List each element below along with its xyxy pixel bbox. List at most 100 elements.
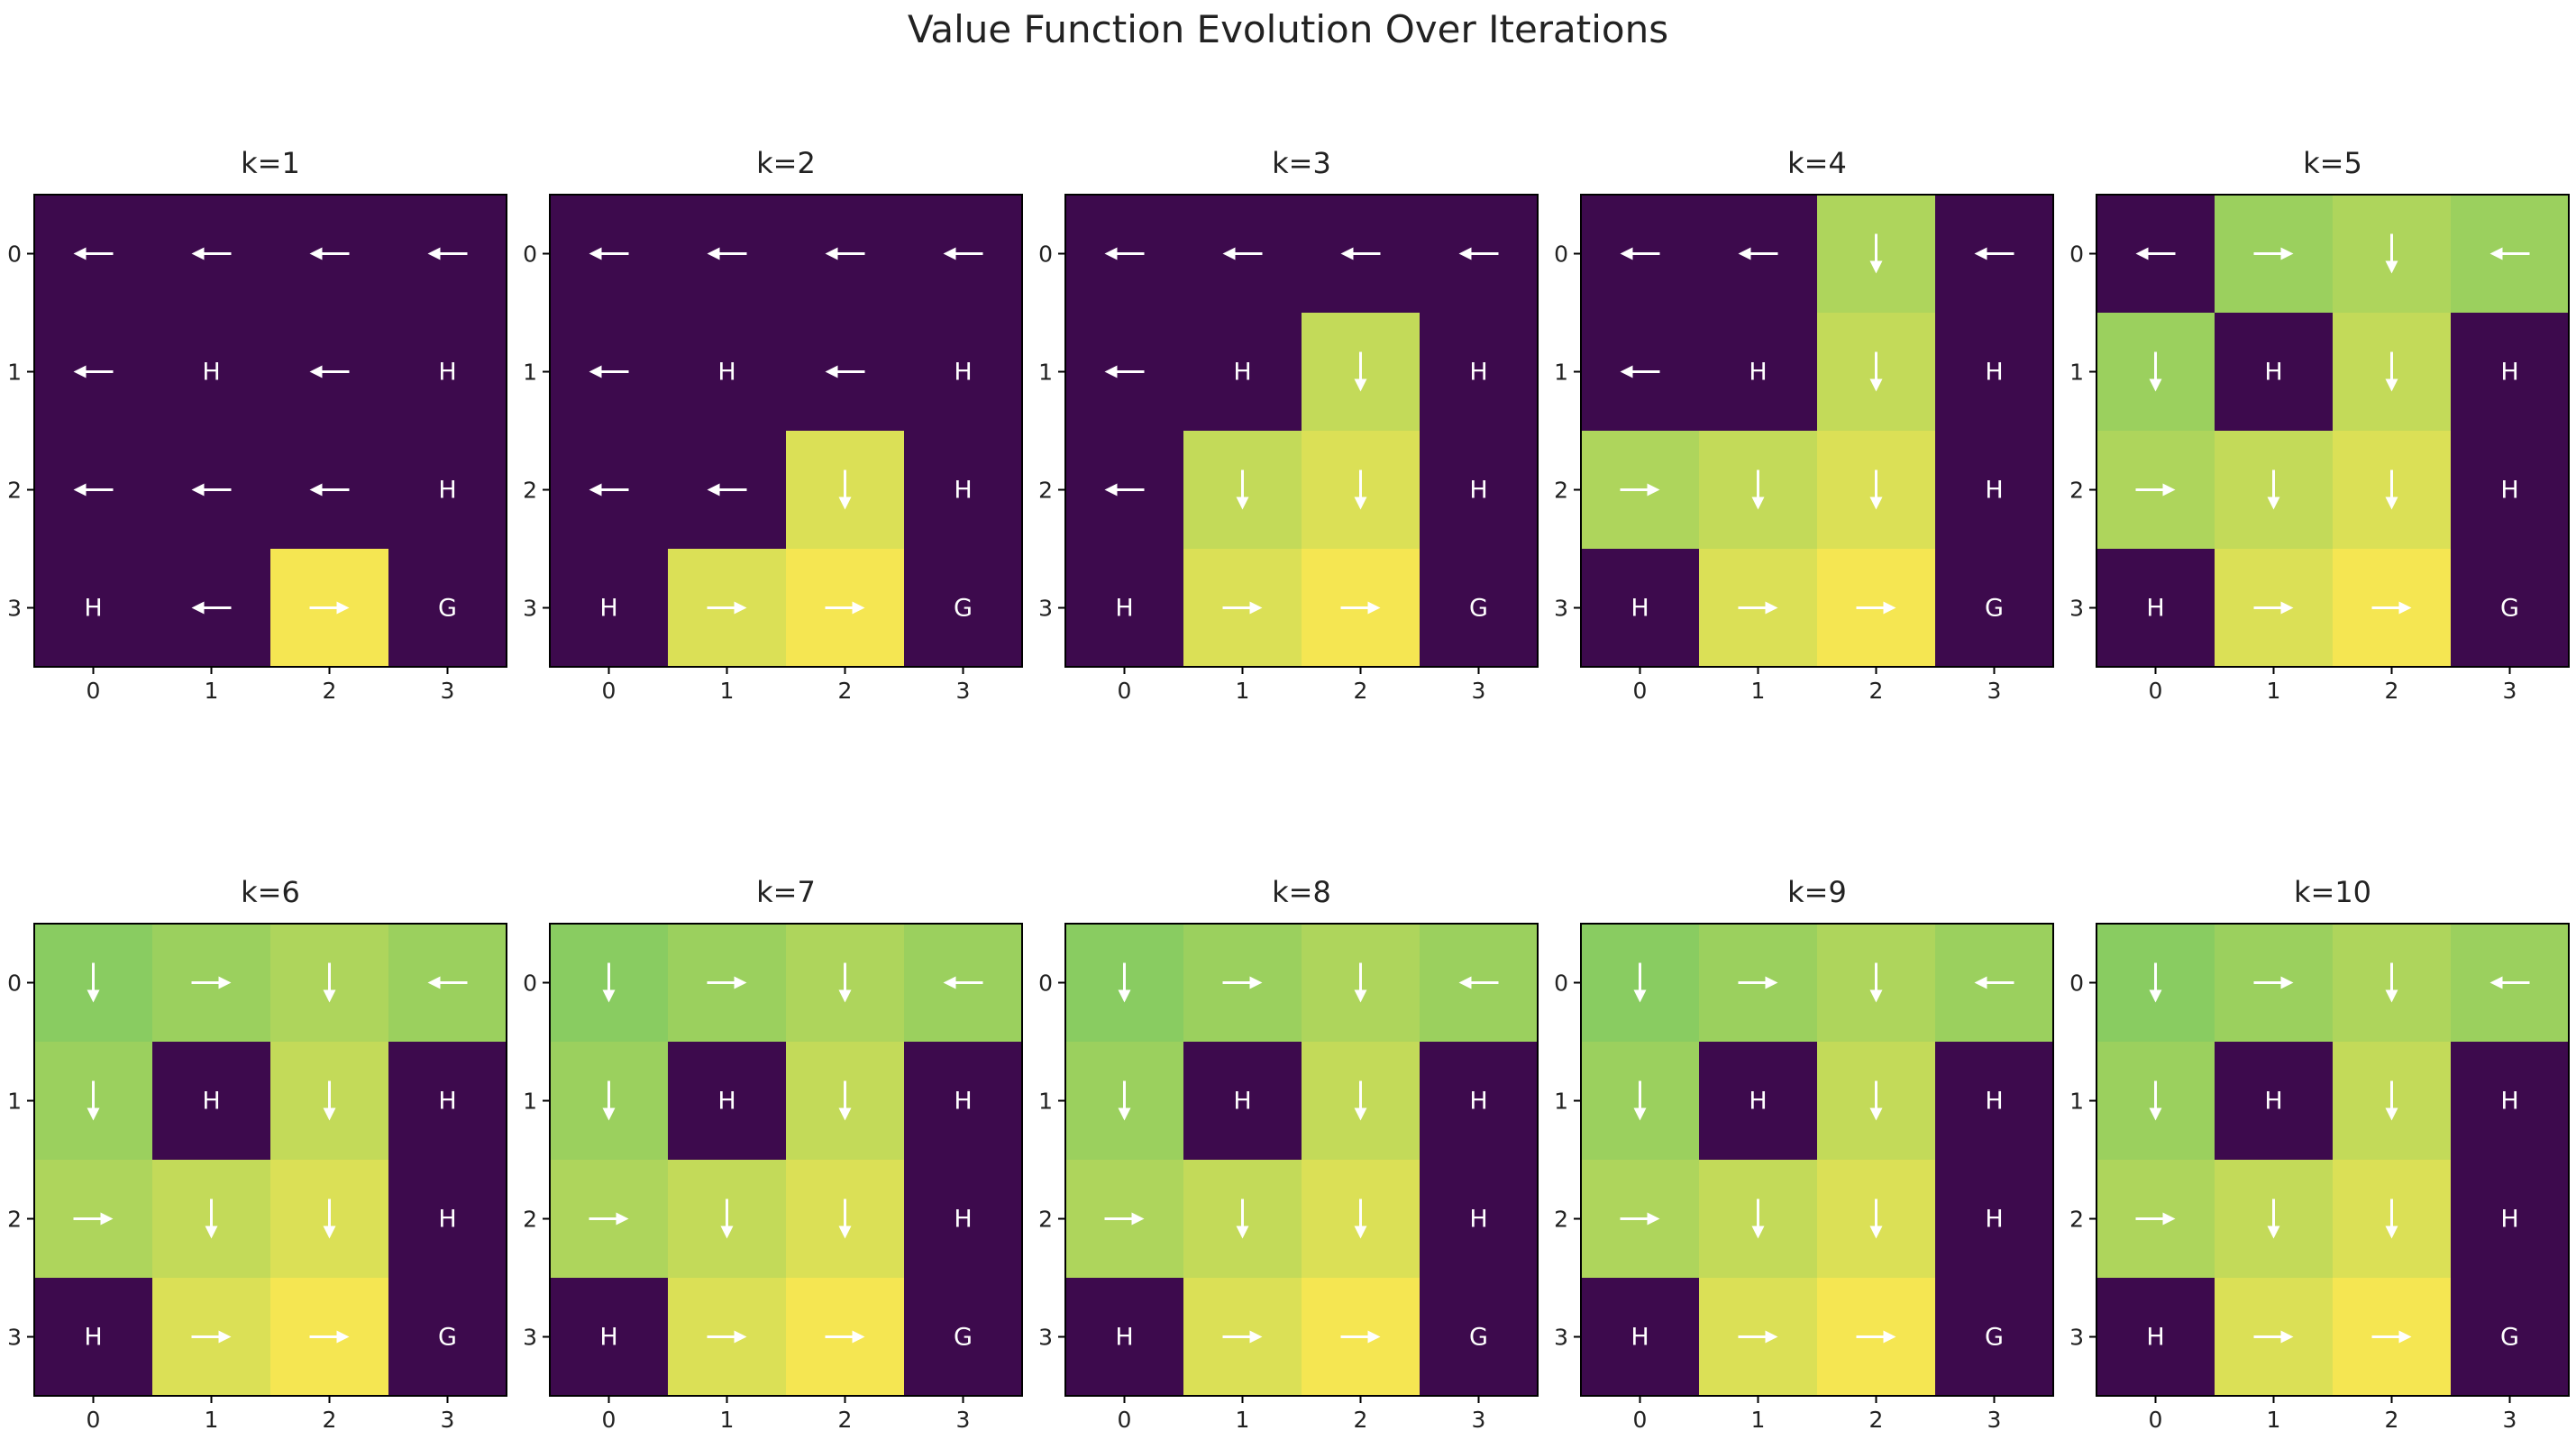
heatmap-panel: k=7 H H H H G 0 0 1 1 2 2 3 3 [523, 875, 1023, 1433]
policy-arrow [1104, 1212, 1145, 1226]
heatmap-cell [1420, 1042, 1539, 1161]
heatmap-cell [1420, 313, 1539, 432]
policy-arrow [589, 1212, 629, 1226]
heatmap-cell [904, 549, 1023, 668]
policy-arrow [191, 247, 232, 260]
policy-arrow [191, 1330, 232, 1344]
y-tick-label: 0 [1038, 971, 1053, 997]
x-tick-label: 1 [1236, 678, 1250, 704]
hole-label: H [1985, 1206, 2003, 1234]
y-tick-label: 2 [523, 478, 537, 504]
goal-label: G [2500, 595, 2519, 623]
heatmap-cell [1420, 1160, 1539, 1279]
policy-arrow [1869, 1198, 1883, 1239]
heatmap-panel: k=10 H H H H G 0 0 1 1 2 2 3 3 [2069, 875, 2570, 1433]
heatmap-cell [1935, 1042, 2054, 1161]
x-tick-label: 0 [87, 1407, 101, 1433]
panel-title: k=5 [2303, 146, 2362, 180]
panel-title: k=8 [1272, 875, 1331, 909]
x-tick-label: 2 [1869, 1407, 1884, 1433]
x-tick-label: 3 [956, 1407, 971, 1433]
panel-frame [2096, 194, 2570, 668]
heatmap-cell [388, 549, 507, 668]
hole-label: H [438, 1206, 456, 1234]
heatmap-cell [388, 1160, 507, 1279]
policy-arrow [73, 483, 114, 497]
policy-arrow [1340, 1330, 1381, 1344]
heatmap-cell [2215, 313, 2334, 432]
hole-label: H [2500, 477, 2518, 505]
policy-arrow [2385, 1080, 2398, 1121]
y-tick-label: 2 [1038, 478, 1053, 504]
policy-arrow [73, 365, 114, 378]
y-tick-label: 0 [1554, 971, 1568, 997]
heatmap-cell [2451, 313, 2570, 432]
hole-label: H [2500, 1088, 2518, 1116]
x-tick-label: 0 [602, 678, 617, 704]
hole-label: H [1233, 1088, 1251, 1116]
heatmap-cell [388, 431, 507, 550]
policy-arrow [1222, 976, 1263, 989]
goal-label: G [1469, 1324, 1488, 1352]
hole-label: H [2264, 359, 2282, 387]
heatmap-cell [668, 313, 787, 432]
policy-arrow [1236, 1198, 1249, 1239]
hole-label: H [599, 595, 617, 623]
x-tick-label: 0 [1633, 678, 1648, 704]
panel-frame [1580, 194, 2054, 668]
y-tick-label: 3 [523, 1325, 537, 1351]
hole-label: H [438, 1088, 456, 1116]
policy-arrow [1633, 962, 1647, 1003]
y-tick-label: 3 [2069, 596, 2084, 622]
policy-arrow [2149, 962, 2162, 1003]
policy-arrow [707, 601, 747, 615]
heatmap-cell [1699, 1042, 1818, 1161]
x-tick-label: 2 [323, 678, 337, 704]
policy-arrow [1340, 247, 1381, 260]
heatmap-cell [1935, 1160, 2054, 1279]
policy-arrow [2385, 233, 2398, 274]
y-tick-label: 1 [2069, 360, 2084, 386]
heatmap-cell [1065, 1278, 1184, 1397]
hole-label: H [1469, 1088, 1487, 1116]
policy-arrow [720, 1198, 734, 1239]
hole-label: H [84, 1324, 102, 1352]
goal-label: G [1985, 1324, 2004, 1352]
policy-arrow [707, 483, 747, 497]
x-tick-label: 0 [1118, 1407, 1132, 1433]
policy-arrow [1856, 601, 1896, 615]
policy-arrow [1458, 247, 1499, 260]
panel-title: k=9 [1787, 875, 1847, 909]
y-tick-label: 0 [2069, 242, 2084, 268]
y-tick-label: 2 [1554, 478, 1568, 504]
heatmap-cell [388, 313, 507, 432]
hole-label: H [2146, 595, 2164, 623]
y-tick-label: 1 [7, 360, 22, 386]
policy-arrow [73, 247, 114, 260]
policy-arrow [1974, 247, 2014, 260]
policy-arrow [589, 483, 629, 497]
goal-label: G [1985, 595, 2004, 623]
policy-arrow [2253, 247, 2294, 260]
heatmap-cell [1699, 313, 1818, 432]
goal-label: G [954, 595, 973, 623]
panel-frame [1064, 194, 1539, 668]
hole-label: H [1469, 1206, 1487, 1234]
policy-arrow [2253, 601, 2294, 615]
x-tick-label: 2 [838, 678, 853, 704]
policy-arrow [1118, 1080, 1131, 1121]
policy-arrow [323, 962, 336, 1003]
heatmap-panel: k=4 H H H H G 0 0 1 1 2 2 3 3 [1554, 146, 2054, 704]
y-tick-label: 3 [7, 596, 22, 622]
y-tick-label: 1 [1554, 360, 1568, 386]
policy-arrow [2489, 976, 2530, 989]
hole-label: H [1985, 1088, 2003, 1116]
policy-arrow [2253, 1330, 2294, 1344]
policy-arrow [838, 962, 852, 1003]
policy-arrow [1869, 233, 1883, 274]
hole-label: H [1749, 1088, 1767, 1116]
x-tick-label: 0 [2149, 678, 2163, 704]
panel-title: k=6 [241, 875, 300, 909]
x-tick-label: 1 [1751, 678, 1766, 704]
policy-arrow [87, 1080, 100, 1121]
